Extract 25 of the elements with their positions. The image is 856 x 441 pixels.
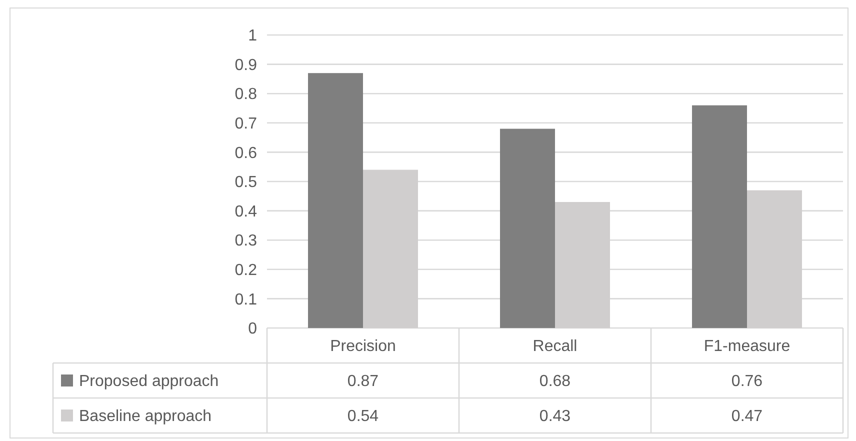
y-tick-label: 0.5 bbox=[234, 174, 258, 192]
data-label: 0.76 bbox=[731, 373, 763, 390]
y-tick-label: 0.8 bbox=[234, 86, 258, 104]
y-tick-label: 0.4 bbox=[234, 203, 258, 220]
bar bbox=[692, 105, 747, 328]
bar bbox=[500, 128, 555, 328]
y-tick-label: 0.1 bbox=[234, 291, 258, 308]
data-label: 0.47 bbox=[731, 408, 763, 426]
x-tick-label: F1-measure bbox=[704, 338, 790, 356]
y-tick-label: 1 bbox=[248, 28, 258, 45]
data-label: 0.54 bbox=[347, 408, 379, 426]
y-tick-label: 0 bbox=[248, 320, 258, 338]
legend-label: Baseline approach bbox=[79, 408, 212, 426]
y-tick-label: 0.6 bbox=[234, 144, 258, 162]
y-tick-label: 0.2 bbox=[234, 262, 258, 279]
y-tick-label: 0.7 bbox=[234, 116, 258, 132]
y-tick-label: 0.9 bbox=[234, 56, 258, 74]
y-tick-label: 0.3 bbox=[234, 232, 258, 250]
x-tick-label: Precision bbox=[330, 338, 396, 356]
data-label: 0.68 bbox=[539, 373, 571, 390]
bar bbox=[308, 73, 363, 328]
data-label: 0.87 bbox=[347, 373, 379, 390]
x-tick-label: Recall bbox=[532, 338, 578, 356]
legend-label: Proposed approach bbox=[79, 373, 219, 390]
data-label: 0.43 bbox=[539, 408, 571, 426]
